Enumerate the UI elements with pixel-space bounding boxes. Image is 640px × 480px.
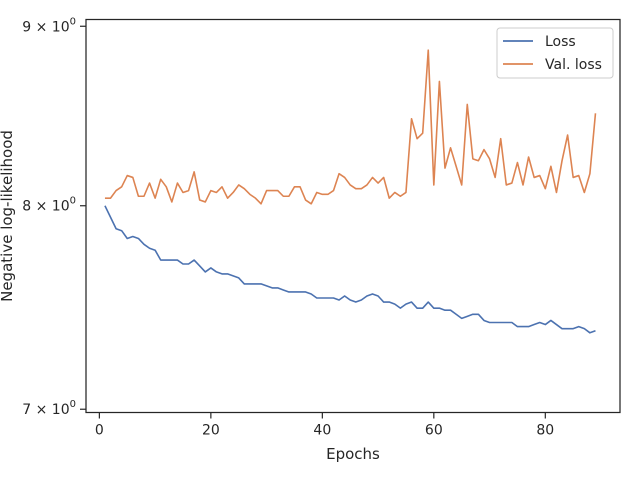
y-tick-label: 9 × 100 bbox=[22, 16, 76, 35]
series-line-0 bbox=[104, 205, 596, 334]
series-line-1 bbox=[104, 49, 597, 205]
legend: Loss Val. loss bbox=[496, 27, 614, 79]
legend-label-1: Val. loss bbox=[545, 57, 602, 73]
x-tick-label: 60 bbox=[425, 423, 443, 439]
x-tick-label: 20 bbox=[202, 423, 220, 439]
x-tick-label: 80 bbox=[536, 423, 554, 439]
y-axis: 7 × 100 8 × 100 9 × 100 bbox=[22, 16, 86, 418]
y-tick-label: 7 × 100 bbox=[22, 399, 76, 418]
x-tick-label: 40 bbox=[313, 423, 331, 439]
x-tick-label: 0 bbox=[95, 423, 104, 439]
y-axis-label: Negative log-likelihood bbox=[0, 130, 16, 302]
series-layer bbox=[104, 49, 597, 334]
plot-frame bbox=[85, 18, 621, 414]
legend-label-0: Loss bbox=[545, 34, 576, 50]
x-axis-label: Epochs bbox=[326, 445, 380, 463]
y-tick-label: 8 × 100 bbox=[22, 196, 76, 215]
x-axis: 0 20 40 60 80 bbox=[95, 412, 554, 439]
